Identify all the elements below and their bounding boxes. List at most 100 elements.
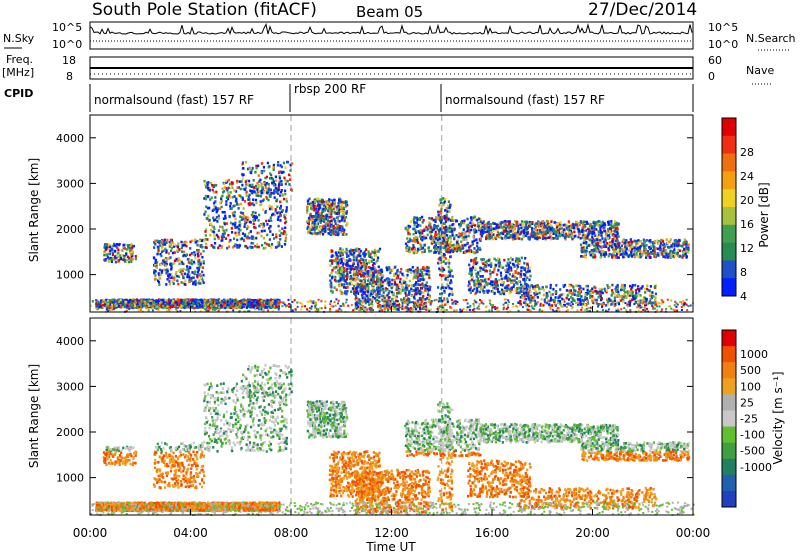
echo-cell <box>238 302 241 306</box>
echo-cell <box>415 216 419 220</box>
echo-cell <box>355 282 358 286</box>
echo-cell <box>338 271 341 275</box>
echo-cell <box>177 275 181 278</box>
echo-cell <box>316 204 319 207</box>
echo-cell <box>351 264 355 267</box>
echo-cell <box>508 291 511 295</box>
echo-cell <box>152 246 156 249</box>
echo-cell <box>512 263 515 267</box>
echo-cell <box>491 283 494 287</box>
echo-cell <box>188 273 191 276</box>
echo-cell <box>468 249 471 252</box>
echo-cell <box>269 216 272 220</box>
echo-cell <box>414 293 417 296</box>
echo-cell <box>362 258 365 262</box>
echo-cell <box>250 202 253 206</box>
echo-cell <box>510 266 513 270</box>
echo-cell <box>206 186 210 190</box>
echo-cell <box>397 283 400 287</box>
echo-cell <box>281 193 284 196</box>
echo-cell <box>257 194 260 198</box>
echo-cell <box>205 302 209 305</box>
echo-cell <box>504 286 507 290</box>
echo-cell <box>160 250 164 254</box>
echo-cell <box>279 234 282 238</box>
echo-cell <box>107 302 110 306</box>
echo-cell <box>471 240 474 244</box>
echo-cell <box>396 292 399 295</box>
echo-cell <box>125 306 129 310</box>
echo-cell <box>160 300 163 303</box>
echo-cell <box>323 204 326 207</box>
echo-cell <box>205 185 208 189</box>
echo-cell <box>333 286 336 289</box>
echo-cell <box>234 190 238 193</box>
echo-cell <box>226 246 229 250</box>
echo-cell <box>358 259 361 263</box>
echo-cell <box>339 251 342 255</box>
echo-cell <box>478 290 481 294</box>
echo-cell <box>193 272 196 276</box>
echo-cell <box>505 288 508 292</box>
echo-cell <box>350 290 353 293</box>
echo-cell <box>336 217 340 220</box>
echo-cell <box>528 266 531 270</box>
echo-cell <box>370 302 373 305</box>
echo-cell <box>250 303 253 307</box>
echo-cell <box>412 283 416 287</box>
echo-cell <box>373 290 376 293</box>
echo-cell <box>170 264 173 268</box>
echo-cell <box>499 271 503 275</box>
cpid-segment-0: normalsound (fast) 157 RF <box>94 93 254 107</box>
echo-cell <box>195 304 198 308</box>
echo-cell <box>317 228 320 232</box>
echo-cell <box>364 264 367 267</box>
echo-cell <box>367 270 370 273</box>
echo-cell <box>402 306 405 310</box>
echo-cell <box>407 293 410 296</box>
echo-cell <box>468 288 472 291</box>
echo-cell <box>195 302 198 305</box>
echo-cell <box>550 237 553 241</box>
echo-cell <box>365 287 369 290</box>
echo-cell <box>329 230 332 233</box>
echo-cell <box>230 230 234 234</box>
echo-cell <box>135 298 139 301</box>
echo-cell <box>100 305 103 308</box>
echo-cell <box>204 210 207 214</box>
echo-cell <box>373 251 376 254</box>
echo-cell <box>480 234 483 238</box>
echo-cell <box>328 274 332 277</box>
echo-cell <box>180 272 183 276</box>
echo-cell <box>529 274 532 278</box>
echo-cell <box>214 299 217 302</box>
nsearch-tick-bottom: 10^0 <box>708 38 738 51</box>
echo-cell <box>310 223 314 226</box>
echo-cell <box>313 223 316 226</box>
echo-cell <box>212 225 215 229</box>
echo-cell <box>409 271 413 274</box>
echo-cell <box>412 244 415 247</box>
echo-cell <box>215 216 219 219</box>
echo-cell <box>424 298 427 301</box>
echo-cell <box>396 268 399 272</box>
echo-cell <box>346 270 349 274</box>
echo-cell <box>204 183 207 186</box>
echo-cell <box>576 224 579 228</box>
echo-cell <box>113 305 117 308</box>
echo-cell <box>422 291 425 294</box>
echo-cell <box>256 192 259 196</box>
echo-cell <box>310 206 313 210</box>
echo-cell <box>347 259 350 263</box>
echo-cell <box>429 225 432 229</box>
echo-cell <box>193 253 197 257</box>
echo-cell <box>284 236 287 240</box>
echo-cell <box>375 286 379 290</box>
echo-cell <box>463 235 466 239</box>
echo-cell <box>95 304 99 308</box>
echo-cell <box>366 270 369 274</box>
echo-cell <box>340 283 344 287</box>
nsky-label: N.Sky <box>3 32 35 45</box>
echo-cell <box>361 288 364 291</box>
echo-cell <box>362 261 365 264</box>
